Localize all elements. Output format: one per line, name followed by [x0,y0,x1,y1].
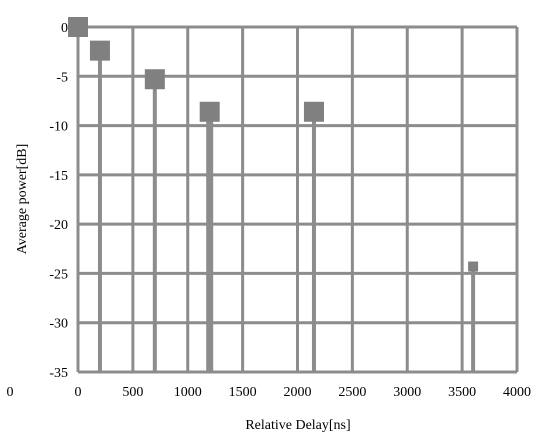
y-tick-label: -20 [49,218,68,233]
y-tick-label: -35 [49,366,68,381]
y-tick-label: -10 [49,120,68,135]
x-axis-label: Relative Delay[ns] [245,418,350,433]
x-tick-labels: 0 500 1000 1500 2000 2500 3000 3500 4000 [75,385,532,400]
y-tick-labels: 0 -5 -10 -15 -20 -25 -30 -35 [49,21,68,381]
stray-zero-label: 0 [7,385,14,400]
y-tick-label: -15 [49,169,68,184]
data-point-marker [468,261,479,272]
y-tick-label: -5 [56,70,68,85]
x-tick-label: 2000 [284,385,312,400]
data-point-marker [68,17,88,37]
y-axis-label: Average power[dB] [15,144,30,255]
data-point-marker [303,101,324,122]
x-tick-label: 4000 [503,385,531,400]
y-tick-label: 0 [61,21,68,36]
data-point-marker [199,101,220,122]
x-tick-label: 2500 [338,385,366,400]
grid-layer [76,25,519,374]
x-tick-label: 1000 [174,385,202,400]
stem-layer [97,50,476,372]
y-tick-label: -25 [49,267,68,282]
data-point-marker [89,40,110,61]
y-tick-label: -30 [49,317,68,332]
marker-layer [68,17,479,272]
x-tick-label: 1500 [229,385,257,400]
x-tick-label: 500 [122,385,143,400]
x-tick-label: 3500 [448,385,476,400]
x-tick-label: 0 [75,385,82,400]
data-point-marker [144,69,165,90]
x-tick-label: 3000 [393,385,421,400]
